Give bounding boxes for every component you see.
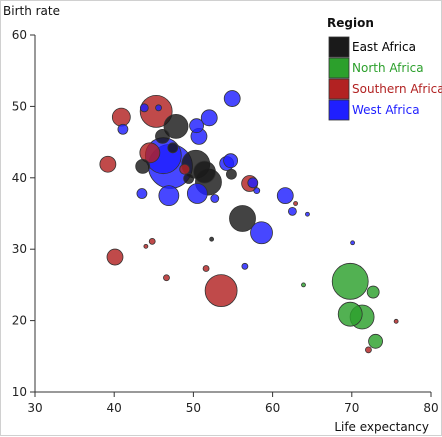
- bubble-east-africa[interactable]: [155, 128, 170, 144]
- bubble-west-africa[interactable]: [305, 211, 310, 217]
- bubble-west-africa[interactable]: [241, 262, 249, 270]
- legend-label: West Africa: [352, 103, 420, 117]
- legend: Region East Africa North Africa Southern A…: [327, 16, 442, 121]
- bubble-west-africa[interactable]: [189, 118, 204, 134]
- bubble-southern-africa[interactable]: [204, 274, 238, 308]
- legend-swatch: [328, 78, 350, 100]
- bubble-west-africa[interactable]: [136, 188, 148, 199]
- x-tick-label: 50: [186, 401, 201, 415]
- bubble-east-africa[interactable]: [229, 205, 256, 232]
- bubble-southern-africa[interactable]: [365, 346, 372, 354]
- bubble-southern-africa[interactable]: [179, 163, 191, 175]
- x-tick-label: 80: [423, 401, 438, 415]
- bubble-southern-africa[interactable]: [139, 142, 161, 164]
- ticks: 10 20 30 40 50 60 30 40 50 60 70 80: [12, 28, 439, 415]
- bubble-east-africa[interactable]: [209, 236, 215, 242]
- y-tick-label: 30: [12, 242, 27, 256]
- bubble-west-africa[interactable]: [200, 109, 218, 127]
- bubble-east-africa[interactable]: [183, 173, 195, 184]
- bubble-west-africa[interactable]: [250, 221, 273, 245]
- bubble-north-africa[interactable]: [301, 282, 306, 288]
- bubble-west-africa[interactable]: [287, 206, 297, 216]
- y-tick-label: 40: [12, 171, 27, 185]
- bubble-north-africa[interactable]: [337, 301, 363, 327]
- bubble-west-africa[interactable]: [186, 183, 208, 204]
- y-tick-label: 50: [12, 99, 27, 113]
- bubble-southern-africa[interactable]: [106, 248, 124, 266]
- legend-swatch: [328, 36, 350, 58]
- bubble-southern-africa[interactable]: [111, 107, 131, 127]
- x-axis-title: Life expectancy: [334, 420, 429, 434]
- bubble-west-africa[interactable]: [139, 103, 149, 113]
- legend-swatch: [328, 57, 350, 79]
- bubble-north-africa[interactable]: [366, 285, 380, 299]
- y-tick-label: 60: [12, 28, 27, 42]
- legend-label: North Africa: [352, 61, 424, 75]
- bubble-southern-africa[interactable]: [293, 201, 298, 206]
- y-tick-label: 20: [12, 314, 27, 328]
- bubble-north-africa[interactable]: [368, 333, 383, 349]
- legend-title: Region: [327, 16, 374, 30]
- bubble-east-africa[interactable]: [135, 158, 151, 174]
- bubble-east-africa[interactable]: [163, 113, 189, 139]
- bubble-southern-africa[interactable]: [99, 155, 117, 173]
- bubble-southern-africa[interactable]: [393, 318, 399, 324]
- x-tick-label: 60: [265, 401, 280, 415]
- legend-label: East Africa: [352, 40, 416, 54]
- y-axis-title: Birth rate: [3, 4, 60, 18]
- bubble-east-africa[interactable]: [167, 142, 179, 154]
- legend-label: Southern Africa: [352, 82, 442, 96]
- legend-swatch: [328, 99, 350, 121]
- bubble-west-africa[interactable]: [117, 123, 129, 135]
- axes: [34, 35, 431, 393]
- bubble-southern-africa[interactable]: [139, 94, 173, 128]
- bubble-west-africa[interactable]: [247, 177, 259, 189]
- x-tick-label: 30: [27, 401, 42, 415]
- x-tick-label: 40: [107, 401, 122, 415]
- bubble-west-africa[interactable]: [223, 90, 241, 107]
- bubble-west-africa[interactable]: [253, 187, 261, 195]
- bubble-west-africa[interactable]: [155, 104, 162, 112]
- bubble-southern-africa[interactable]: [143, 243, 149, 249]
- bubble-southern-africa[interactable]: [202, 265, 210, 272]
- bubble-west-africa[interactable]: [210, 194, 220, 203]
- bubble-east-africa[interactable]: [193, 160, 216, 184]
- y-tick-label: 10: [12, 385, 27, 399]
- bubble-southern-africa[interactable]: [163, 274, 170, 282]
- bubble-west-africa[interactable]: [223, 153, 239, 169]
- bubbles: [99, 90, 399, 354]
- bubble-southern-africa[interactable]: [148, 237, 156, 245]
- bubble-east-africa[interactable]: [226, 168, 237, 180]
- bubble-west-africa[interactable]: [276, 187, 294, 205]
- bubble-west-africa[interactable]: [158, 185, 180, 207]
- bubble-north-africa[interactable]: [331, 262, 369, 300]
- x-tick-label: 70: [344, 401, 359, 415]
- bubble-west-africa[interactable]: [350, 240, 355, 246]
